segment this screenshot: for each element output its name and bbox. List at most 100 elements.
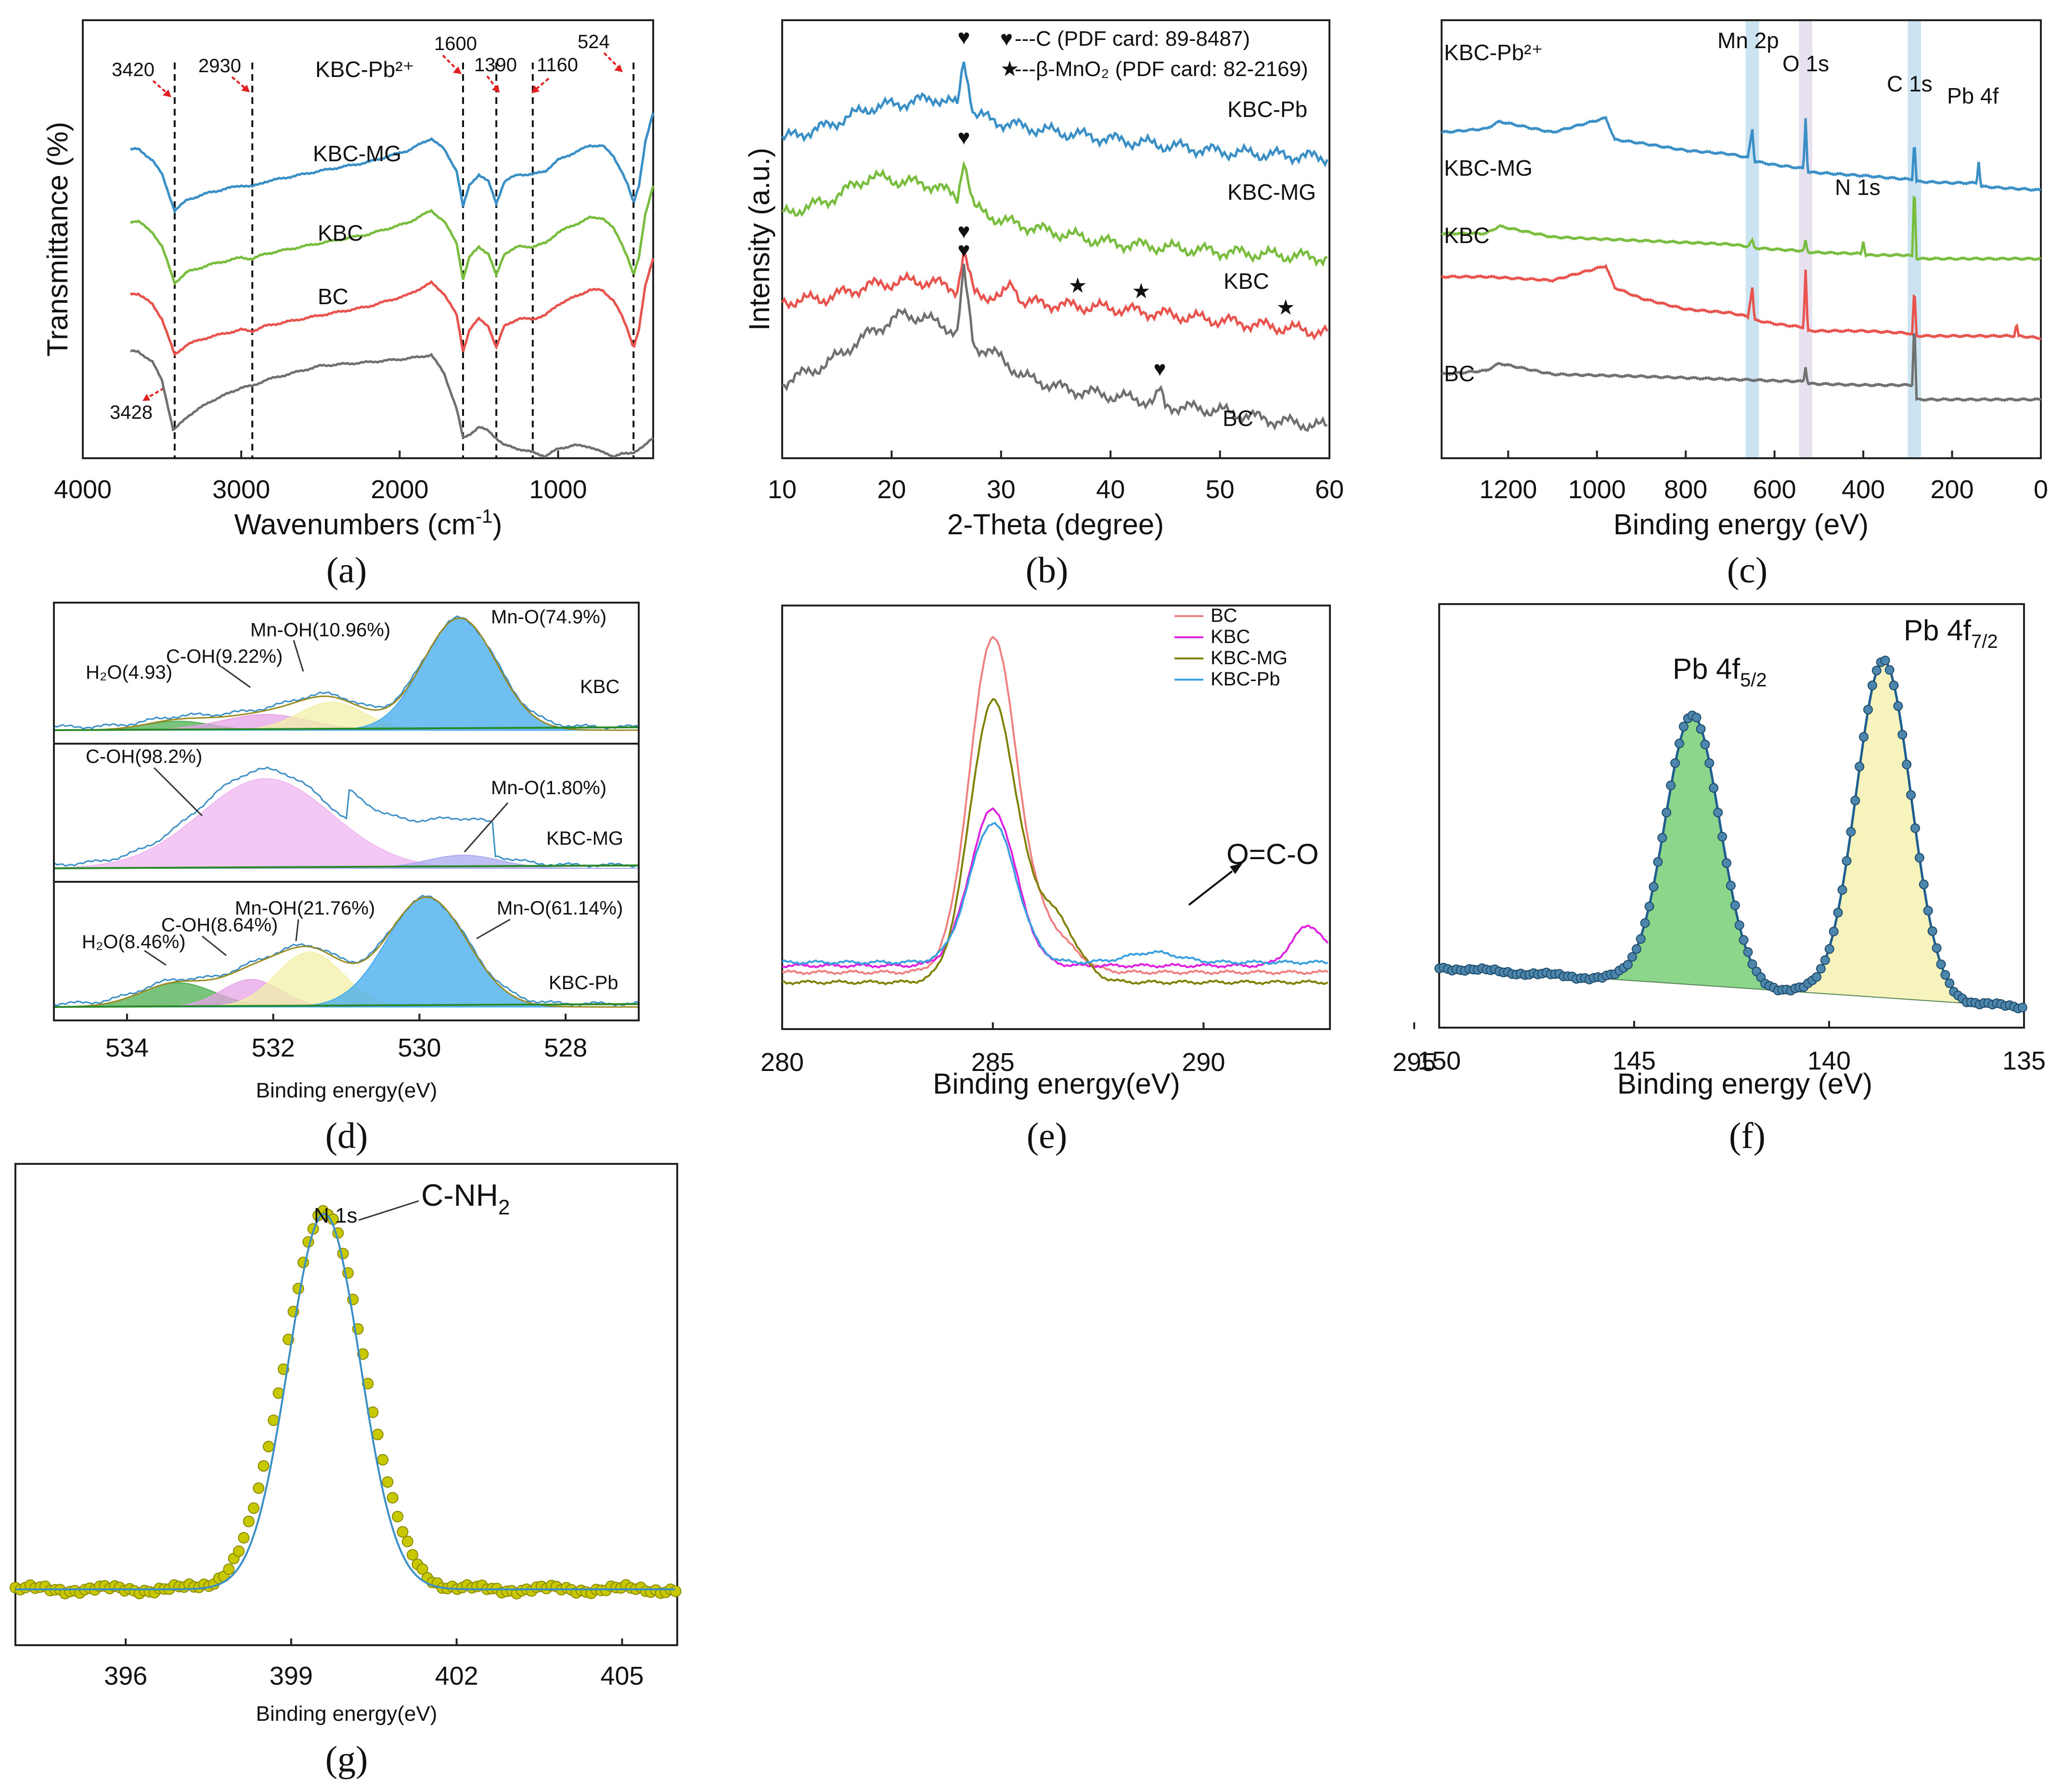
panel-d: H₂O(4.93) C-OH(9.22%) Mn-OH(10.96%) Mn-O… <box>53 602 640 1156</box>
panel-d-subpanel-kbc-mg <box>53 766 639 869</box>
panel-f-data-point <box>1666 780 1676 790</box>
panel-f-data-point <box>1709 783 1719 793</box>
panel-e-annotation: O=C-O <box>1226 838 1319 870</box>
panel-f-data-point <box>1884 665 1895 675</box>
panel-d-leader-coh-kbc <box>221 666 251 688</box>
panel-g-data-point <box>392 1510 404 1522</box>
panel-f-x-tick-label-135: 135 <box>2002 1046 2046 1075</box>
panel-b-x-axis: 10 20 30 40 50 60 <box>768 451 1344 504</box>
panel-b-marker-6: ♥ <box>957 238 970 262</box>
panel-g-x-tick-label-402: 402 <box>435 1662 478 1690</box>
panel-b-legend-line-2: ---β-MnO₂ (PDF card: 82-2169) <box>1015 57 1308 81</box>
panel-b-legend-star: ★ <box>1000 57 1019 81</box>
panel-a-ann-524: 524 <box>578 31 610 52</box>
panel-e-annotation-arrowhead <box>1230 863 1243 874</box>
panel-c-x-title: Binding energy (eV) <box>1613 508 1869 541</box>
panel-c-x-axis: 1200 1000 800 600 400 200 0 <box>1479 451 2048 504</box>
panel-b-legend-line-1: ---C (PDF card: 89-8487) <box>1015 27 1250 51</box>
panel-c-series-KBC-MG <box>1441 195 2041 261</box>
panel-b-legend: ♥ ---C (PDF card: 89-8487) ★ ---β-MnO₂ (… <box>1000 27 1308 81</box>
panel-a-x-tick-label-3000: 3000 <box>212 475 270 504</box>
panel-f-x-axis: 150 145 140 135 <box>1418 1021 2046 1075</box>
panel-d-label-coh-pb: C-OH(8.64%) <box>161 915 278 936</box>
panel-d-x-tick-label-530: 530 <box>398 1033 441 1062</box>
panel-f-data-point <box>1846 827 1856 837</box>
panel-f-data-point <box>1923 906 1933 915</box>
panel-f-data-point <box>1704 758 1715 768</box>
panel-b-series-BC <box>782 263 1328 432</box>
panel-f-data-point <box>1906 790 1916 800</box>
panel-d-labels: H₂O(4.93) C-OH(9.22%) Mn-OH(10.96%) Mn-O… <box>82 606 623 993</box>
panel-g-data-point <box>258 1460 270 1472</box>
panel-b-series-KBC-Pb <box>781 61 1328 168</box>
panel-c-series-labels: KBC-Pb²⁺ KBC-MG KBC BC <box>1444 40 1543 386</box>
panel-f-data-point <box>1842 856 1852 866</box>
panel-c-peak-labels: Mn 2p O 1s C 1s Pb 4f N 1s <box>1717 28 1999 200</box>
panel-c-label-kbc: KBC <box>1444 223 1490 248</box>
panel-d-envelope-KBC <box>54 617 639 731</box>
panel-c-series <box>1441 116 2042 402</box>
panel-d-label-mno-pb: Mn-O(61.14%) <box>497 898 623 919</box>
panel-d-x-tick-label-534: 534 <box>105 1033 149 1062</box>
panel-d-frame <box>53 602 640 1021</box>
panel-c-x-tick-label-600: 600 <box>1753 475 1796 504</box>
panel-f-data-point <box>1700 739 1710 749</box>
panel-a-label-bc: BC <box>318 284 348 309</box>
panel-f-data-point <box>1812 972 1822 982</box>
panel-g-data-point <box>397 1526 409 1538</box>
panel-d-letter: (d) <box>325 1116 368 1156</box>
panel-g-data-point <box>268 1414 280 1426</box>
panel-g-annotation: C-NH2 <box>421 1178 510 1219</box>
panel-g-frame <box>14 1163 678 1646</box>
panel-f-content <box>1434 656 2027 1014</box>
panel-f-data-point <box>1910 823 1920 833</box>
panel-c-label-kbc-mg: KBC-MG <box>1444 155 1533 180</box>
panel-c-x-tick-label-400: 400 <box>1842 475 1885 504</box>
panel-a-x-tick-label-2000: 2000 <box>371 475 428 504</box>
panel-f-data-point <box>1678 722 1689 732</box>
panel-a-ann-1600-arrowhead <box>453 66 462 74</box>
panel-f-data-point <box>1871 666 1882 676</box>
panel-f-frame <box>1438 603 2025 1029</box>
panel-g-data-point <box>372 1429 384 1441</box>
panel-f-data-point <box>1824 944 1834 954</box>
panel-f-data-point <box>1863 705 1873 715</box>
panel-d-baseline-KBC-MG <box>53 864 639 869</box>
panel-a-ann-1390: 1390 <box>474 54 517 76</box>
panel-a-ann-1160: 1160 <box>537 54 578 76</box>
panel-b-series-KBC-MG <box>782 160 1328 267</box>
panel-f-data-point <box>1816 964 1826 974</box>
panel-a-ann-2930-arrowhead <box>241 85 250 92</box>
panel-d-leader-mno-pb <box>476 918 511 940</box>
panel-f-data-point <box>1739 935 1749 945</box>
panel-e-x-axis: 280 285 290 295 <box>761 1022 1436 1077</box>
panel-d-label-mno-kbc: Mn-O(74.9%) <box>491 606 606 628</box>
panel-c-x-tick-label-200: 200 <box>1931 475 1974 504</box>
panel-b-label-kbc-mg: KBC-MG <box>1227 180 1316 205</box>
panel-f: Pb 4f5/2 Pb 4f7/2 150 145 140 135 Binding e… <box>1418 603 2046 1156</box>
panel-f-data-point <box>1893 701 1903 711</box>
panel-f-data-point <box>1855 761 1865 772</box>
panel-a-letter: (a) <box>326 550 367 591</box>
panel-g: N 1s C-NH2 396 399 402 405 Binding energy(e… <box>10 1163 682 1779</box>
panel-f-data-point <box>1914 853 1924 863</box>
panel-a-y-title: Transmittance (%) <box>41 122 74 357</box>
panel-f-data-point <box>1734 920 1744 930</box>
panel-g-data-point <box>238 1532 250 1544</box>
panel-d-leader-coh-pb <box>202 935 227 956</box>
panel-d-raw-KBC-MG <box>53 766 639 868</box>
panel-e-x-tick-label-295: 295 <box>1393 1048 1436 1077</box>
panel-d-name-kbc-pb: KBC-Pb <box>549 972 619 993</box>
panel-c-series-KBC-Pb2+ <box>1441 116 2041 192</box>
panel-f-data-point <box>1936 959 1946 969</box>
panel-g-peak-label: N 1s <box>314 1204 357 1227</box>
panel-g-x-tick-label-405: 405 <box>600 1662 644 1690</box>
panel-g-annotation-leader <box>358 1200 419 1221</box>
panel-d-label-coh-kbc: C-OH(9.22%) <box>166 646 283 667</box>
panel-g-data-point <box>223 1563 235 1575</box>
panel-d-x-tick-label-532: 532 <box>252 1033 295 1062</box>
panel-a-frame <box>82 19 654 459</box>
panel-a-series-KBC-MG <box>129 185 655 286</box>
panel-a-ann-1390-arrowhead <box>492 85 500 93</box>
